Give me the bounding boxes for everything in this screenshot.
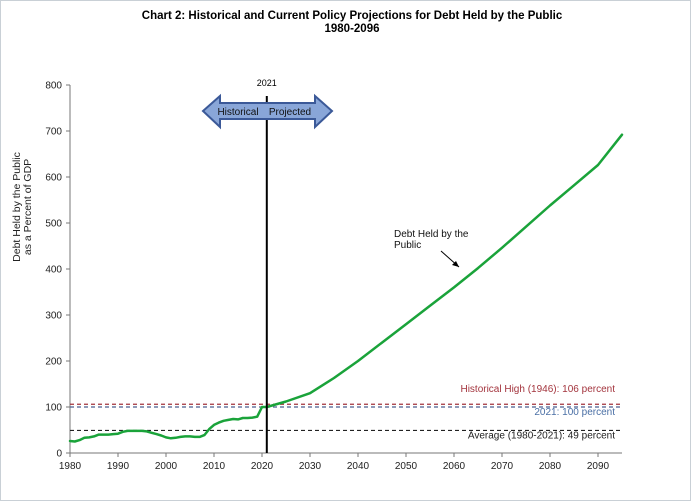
series-group bbox=[68, 133, 624, 443]
reference-line-label: Average (1980-2021): 49 percent bbox=[468, 430, 615, 441]
x-tick-label: 2030 bbox=[299, 461, 322, 472]
historical-projected-arrow bbox=[201, 93, 334, 130]
y-tick-label: 300 bbox=[45, 311, 62, 322]
x-tick-label: 2070 bbox=[491, 461, 514, 472]
y-tick-label: 600 bbox=[45, 173, 62, 184]
y-axis-label-line1: Debt Held by the Public bbox=[11, 152, 23, 262]
arrow-label-projected: Projected bbox=[269, 107, 311, 118]
x-ticks: 1980 1990 2000 2010 2020 2030 2040 2050 2060 2070… bbox=[59, 453, 610, 472]
reference-lines: Historical High (1946): 106 percent 2021:… bbox=[70, 384, 622, 441]
y-tick-label: 100 bbox=[45, 403, 62, 414]
arrow-label-historical: Historical bbox=[217, 107, 258, 118]
x-tick-label: 2060 bbox=[443, 461, 466, 472]
x-tick-label: 2020 bbox=[251, 461, 274, 472]
chart-title: Chart 2: Historical and Current Policy P… bbox=[142, 10, 563, 22]
x-tick-label: 2080 bbox=[539, 461, 562, 472]
x-tick-label: 2010 bbox=[203, 461, 226, 472]
y-axis-label-line2: as a Percent of GDP bbox=[22, 159, 34, 255]
series-annotation-line1: Debt Held by the bbox=[394, 229, 469, 240]
y-tick-label: 0 bbox=[56, 449, 62, 460]
series-line-debt bbox=[68, 133, 624, 443]
reference-line-label: Historical High (1946): 106 percent bbox=[460, 384, 615, 395]
x-tick-label: 1990 bbox=[107, 461, 130, 472]
x-tick-label: 1980 bbox=[59, 461, 82, 472]
y-tick-label: 500 bbox=[45, 219, 62, 230]
annotation-arrowhead bbox=[452, 261, 459, 267]
y-tick-label: 400 bbox=[45, 265, 62, 276]
reference-line-label: 2021: 100 percent bbox=[534, 407, 615, 418]
y-tick-label: 800 bbox=[45, 81, 62, 92]
y-tick-label: 200 bbox=[45, 357, 62, 368]
x-tick-label: 2090 bbox=[587, 461, 610, 472]
y-tick-label: 700 bbox=[45, 127, 62, 138]
y-ticks: 0 100 200 300 400 500 600 700 800 bbox=[45, 81, 70, 460]
chart-subtitle: 1980-2096 bbox=[325, 23, 380, 35]
series-annotation-line2: Public bbox=[394, 240, 421, 251]
x-tick-label: 2040 bbox=[347, 461, 370, 472]
x-tick-label: 2050 bbox=[395, 461, 418, 472]
divider-year-label: 2021 bbox=[257, 78, 277, 88]
x-tick-label: 2000 bbox=[155, 461, 178, 472]
